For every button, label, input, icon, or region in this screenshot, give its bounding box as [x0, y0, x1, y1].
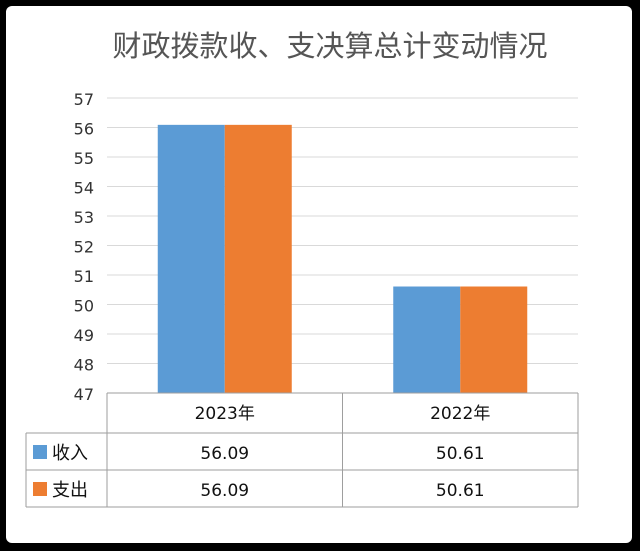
bar [460, 286, 528, 393]
data-value: 50.61 [436, 481, 485, 501]
bar [157, 124, 225, 393]
category-label: 2023年 [195, 404, 255, 424]
y-tick-label: 47 [74, 385, 94, 404]
y-tick-label: 56 [74, 120, 94, 139]
y-tick-label: 51 [74, 267, 94, 286]
legend-swatch [33, 445, 47, 459]
y-tick-label: 48 [74, 356, 94, 375]
category-label: 2022年 [430, 404, 490, 424]
series-label: 支出 [52, 480, 88, 501]
bar [224, 124, 292, 393]
y-tick-label: 55 [74, 149, 94, 168]
data-value: 50.61 [436, 444, 485, 464]
data-value: 56.09 [200, 444, 249, 464]
chart-title: 财政拨款收、支决算总计变动情况 [112, 29, 548, 63]
y-tick-label: 49 [74, 326, 94, 345]
y-tick-label: 52 [74, 238, 94, 257]
y-tick-label: 53 [74, 208, 94, 227]
y-tick-label: 50 [74, 297, 94, 316]
legend-swatch [33, 482, 47, 496]
bar [393, 286, 461, 393]
data-value: 56.09 [200, 481, 249, 501]
y-tick-label: 57 [74, 90, 94, 109]
y-tick-label: 54 [74, 179, 94, 198]
series-label: 收入 [52, 443, 88, 464]
